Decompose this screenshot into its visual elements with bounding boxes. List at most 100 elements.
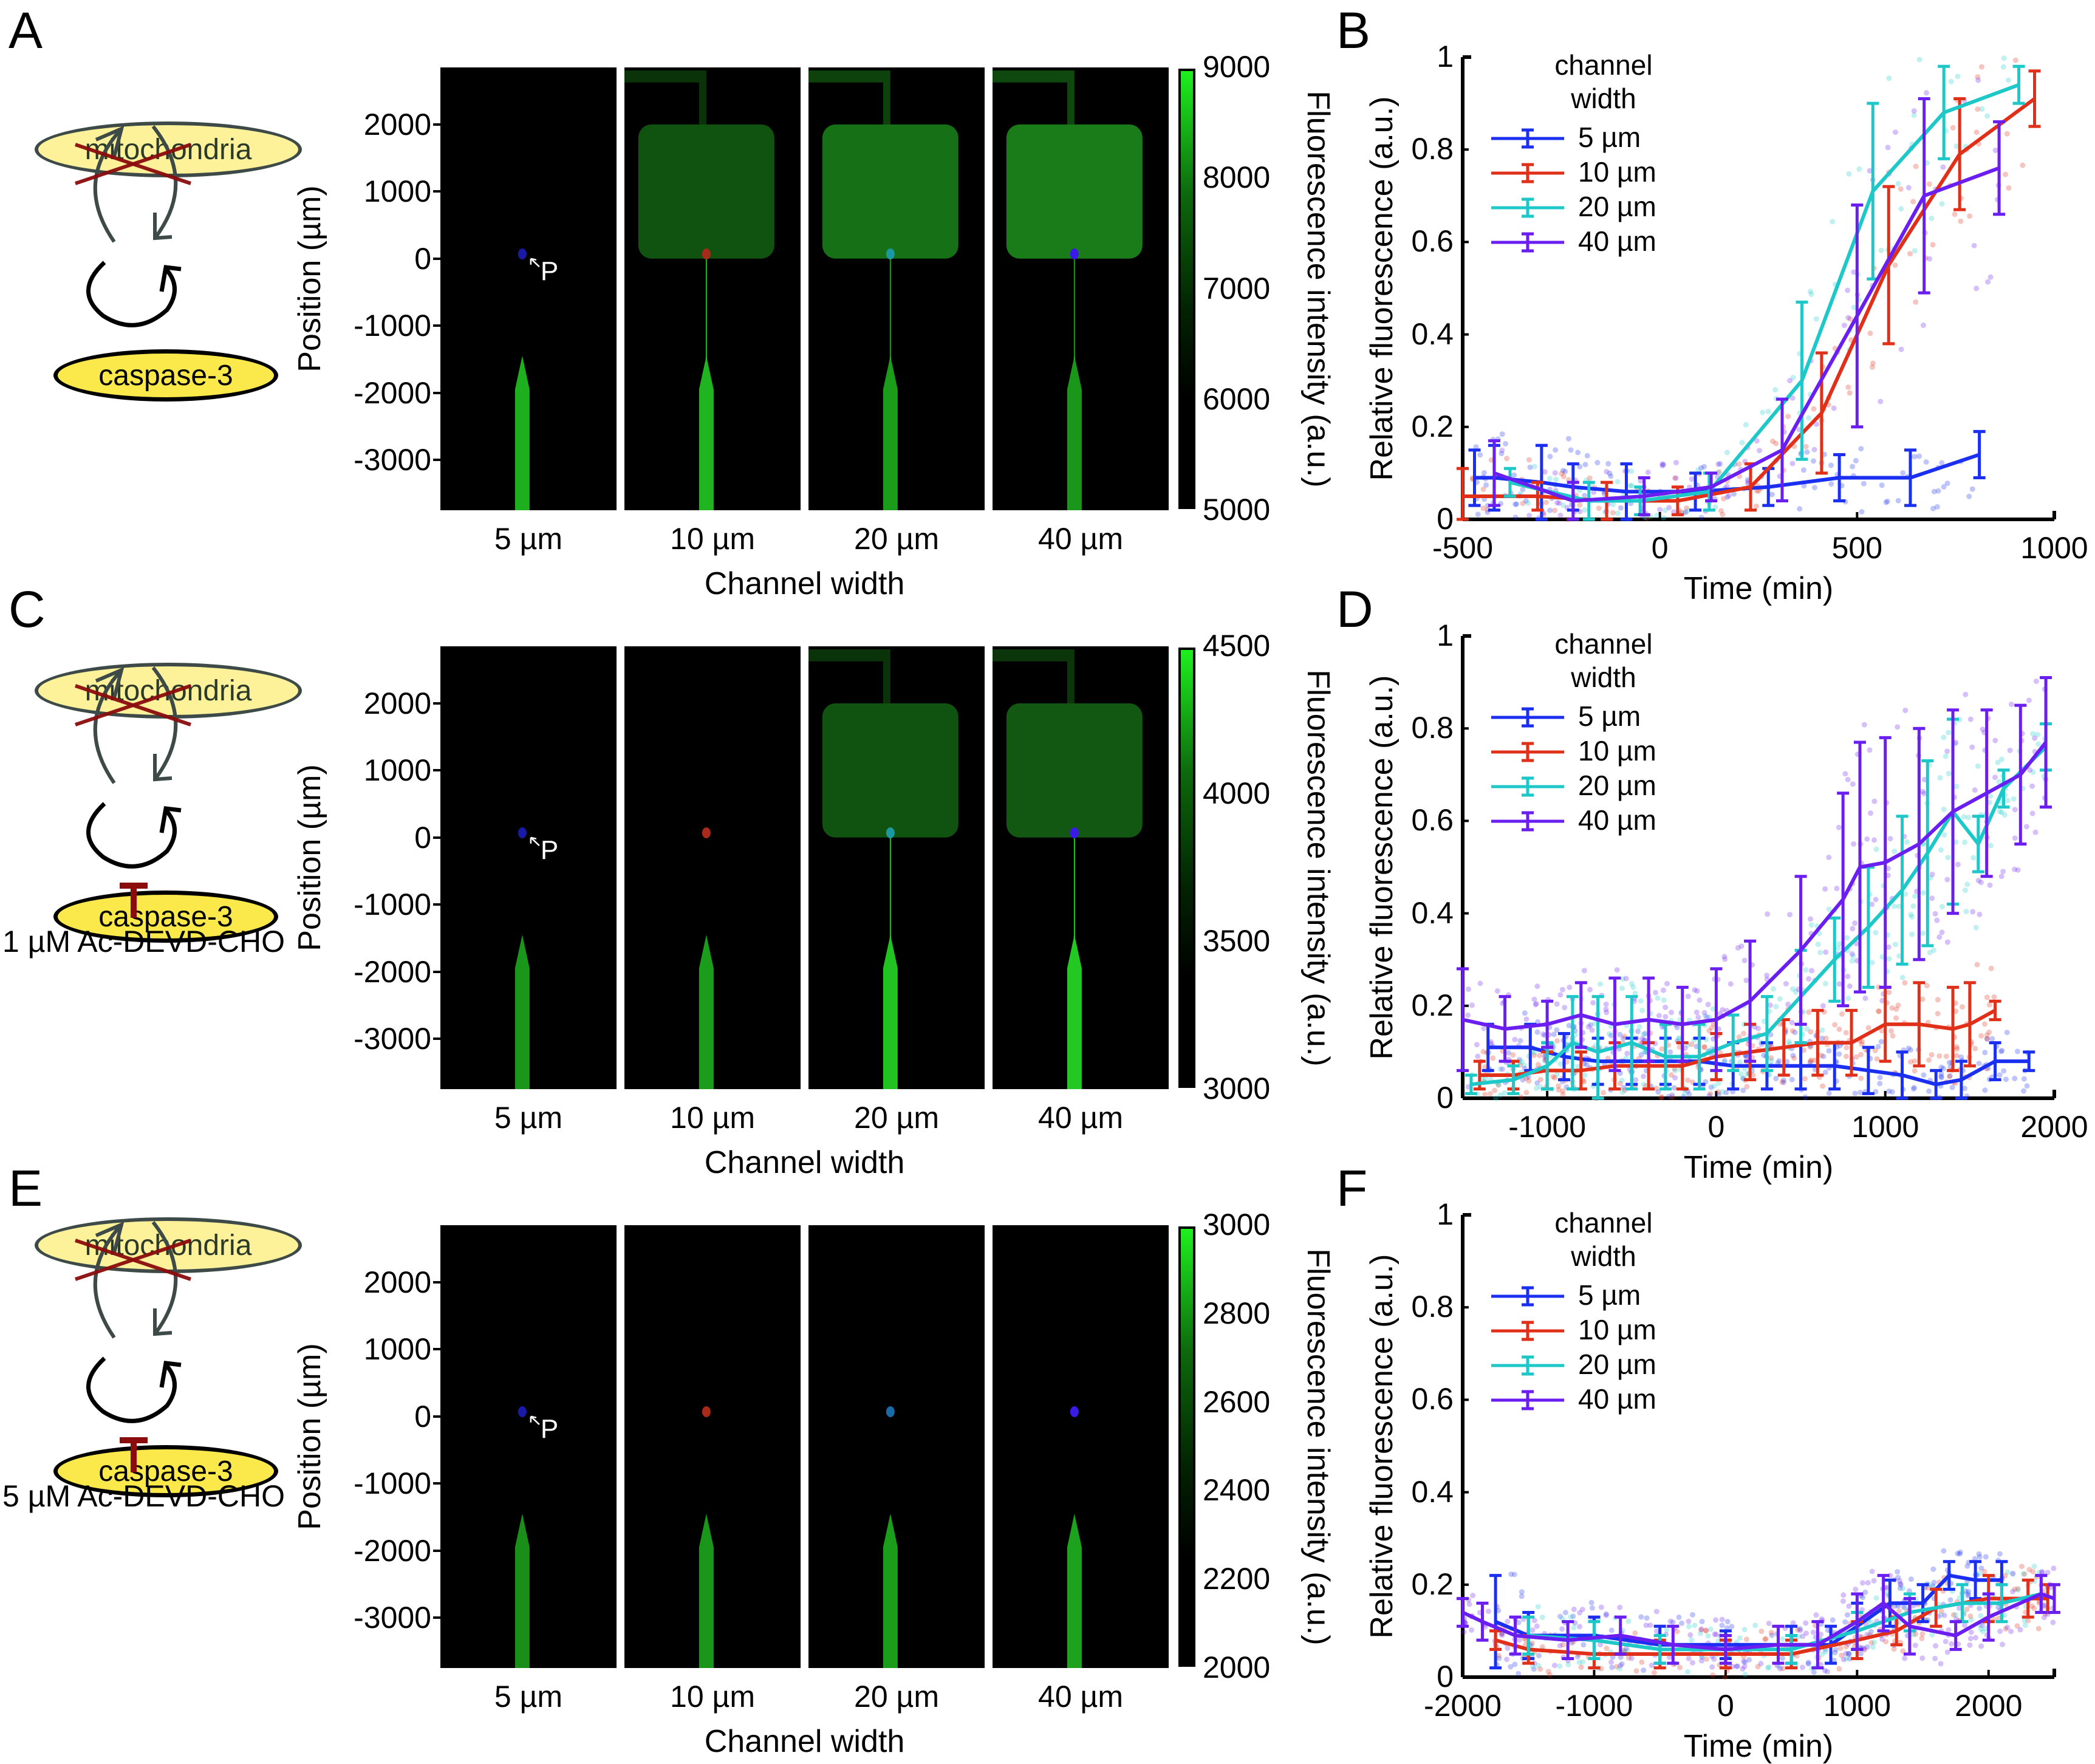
trajectory-point [1652,1670,1657,1675]
trajectory-point [1919,1631,1925,1636]
trajectory-point [1649,1663,1655,1668]
trajectory-point [2027,1567,2032,1573]
trajectory-point [1676,1615,1681,1620]
trajectory-point [2023,1622,2028,1628]
trajectory-point [1930,1567,1936,1572]
trajectory-point [1536,1653,1542,1658]
trajectory-point [1710,1672,1715,1678]
trajectory-point [1911,1632,1916,1638]
trajectory-point [1689,1637,1694,1643]
trajectory-point [1938,1661,1944,1666]
trajectory-point [1579,1664,1584,1670]
trajectory-point [1871,1578,1877,1584]
trajectory-point [2031,1564,2037,1569]
trajectory-point [1879,1636,1885,1642]
trajectory-point [1641,1667,1646,1673]
trajectory-point [1604,1613,1609,1618]
trajectory-point [1860,1580,1865,1585]
trajectory-point [1563,1610,1568,1615]
trajectory-point [2010,1571,2015,1576]
trajectory-point [1955,1551,1960,1556]
trajectory-point [1780,1655,1785,1661]
trajectory-point [1973,1635,1978,1641]
trajectory-point [1797,1628,1803,1633]
trajectory-point [1945,1649,1950,1655]
legend-label: 20 µm [1578,1350,1656,1378]
trajectory-point [1841,1656,1847,1662]
x-tick-label: 0 [1665,1690,1786,1721]
trajectory-point [1686,1619,1691,1624]
trajectory-point [1536,1604,1541,1609]
trajectory-point [1763,1636,1768,1641]
trajectory-point [1969,1630,1974,1635]
trajectory-point [1604,1646,1609,1651]
trajectory-point [1902,1656,1907,1661]
trajectory-point [1722,1674,1728,1680]
trajectory-point [1962,1622,1967,1628]
trajectory-point [2008,1629,2014,1634]
trajectory-point [1737,1635,1743,1641]
trajectory-point [1836,1666,1842,1672]
trajectory-point [1517,1638,1522,1643]
trajectory-point [1504,1656,1509,1662]
trajectory-point [1977,1605,1982,1611]
trajectory-point [1677,1665,1683,1670]
trajectory-point [1686,1624,1692,1629]
trajectory-point [1743,1672,1748,1677]
trajectory-point [1720,1617,1725,1622]
trajectory-point [1708,1627,1714,1632]
trajectory-point [1933,1643,1938,1649]
trajectory-point [1865,1580,1871,1585]
trajectory-point [1505,1646,1510,1651]
trajectory-point [1576,1660,1582,1665]
trajectory-point [1499,1632,1505,1638]
trajectory-point [2015,1587,2021,1593]
trajectory-point [1700,1619,1705,1624]
trajectory-point [1686,1656,1692,1661]
x-tick-label: 2000 [1928,1690,2049,1721]
trajectory-point [1571,1625,1576,1630]
trajectory-point [1842,1619,1848,1625]
trajectory-point [1982,1569,1987,1574]
trajectory-point [1758,1629,1764,1634]
trajectory-point [2051,1565,2056,1571]
trajectory-point [1735,1663,1740,1669]
trajectory-point [2042,1615,2047,1620]
trajectory-point [1803,1630,1809,1636]
trajectory-point [1639,1660,1644,1665]
trajectory-point [1725,1619,1731,1624]
trajectory-point [2017,1627,2023,1632]
trajectory-point [1692,1622,1697,1628]
trajectory-point [2050,1619,2056,1625]
trajectory-point [1557,1643,1563,1649]
trajectory-point [1719,1622,1724,1628]
trajectory-point [1617,1605,1622,1610]
trajectory-point [1740,1666,1745,1672]
trajectory-point [1580,1607,1585,1612]
trajectory-point [1589,1600,1594,1605]
trajectory-point [1685,1669,1690,1675]
trajectory-point [1843,1651,1848,1656]
trajectory-point [1467,1601,1472,1607]
trajectory-point [1780,1636,1785,1642]
trajectory-point [1941,1548,1946,1554]
trajectory-point [1690,1660,1695,1666]
trajectory-point [1618,1663,1623,1669]
trajectory-point [1746,1657,1752,1663]
trajectory-point [1469,1627,1474,1633]
trajectory-point [1997,1551,2003,1557]
trajectory-point [2022,1618,2028,1623]
trajectory-point [1825,1669,1830,1675]
trajectory-point [1647,1622,1653,1628]
trajectory-point [1823,1649,1828,1655]
trajectory-point [1741,1658,1746,1664]
trajectory-point [1512,1661,1517,1667]
trajectory-point [1853,1587,1858,1592]
trajectory-point [1963,1588,1969,1594]
trajectory-point [1832,1650,1837,1655]
trajectory-point [1729,1624,1734,1629]
x-axis-title: Time (min) [1463,1731,2054,1762]
trajectory-point [1699,1658,1704,1664]
trajectory-point [1898,1582,1904,1588]
trajectory-point [1679,1621,1684,1626]
